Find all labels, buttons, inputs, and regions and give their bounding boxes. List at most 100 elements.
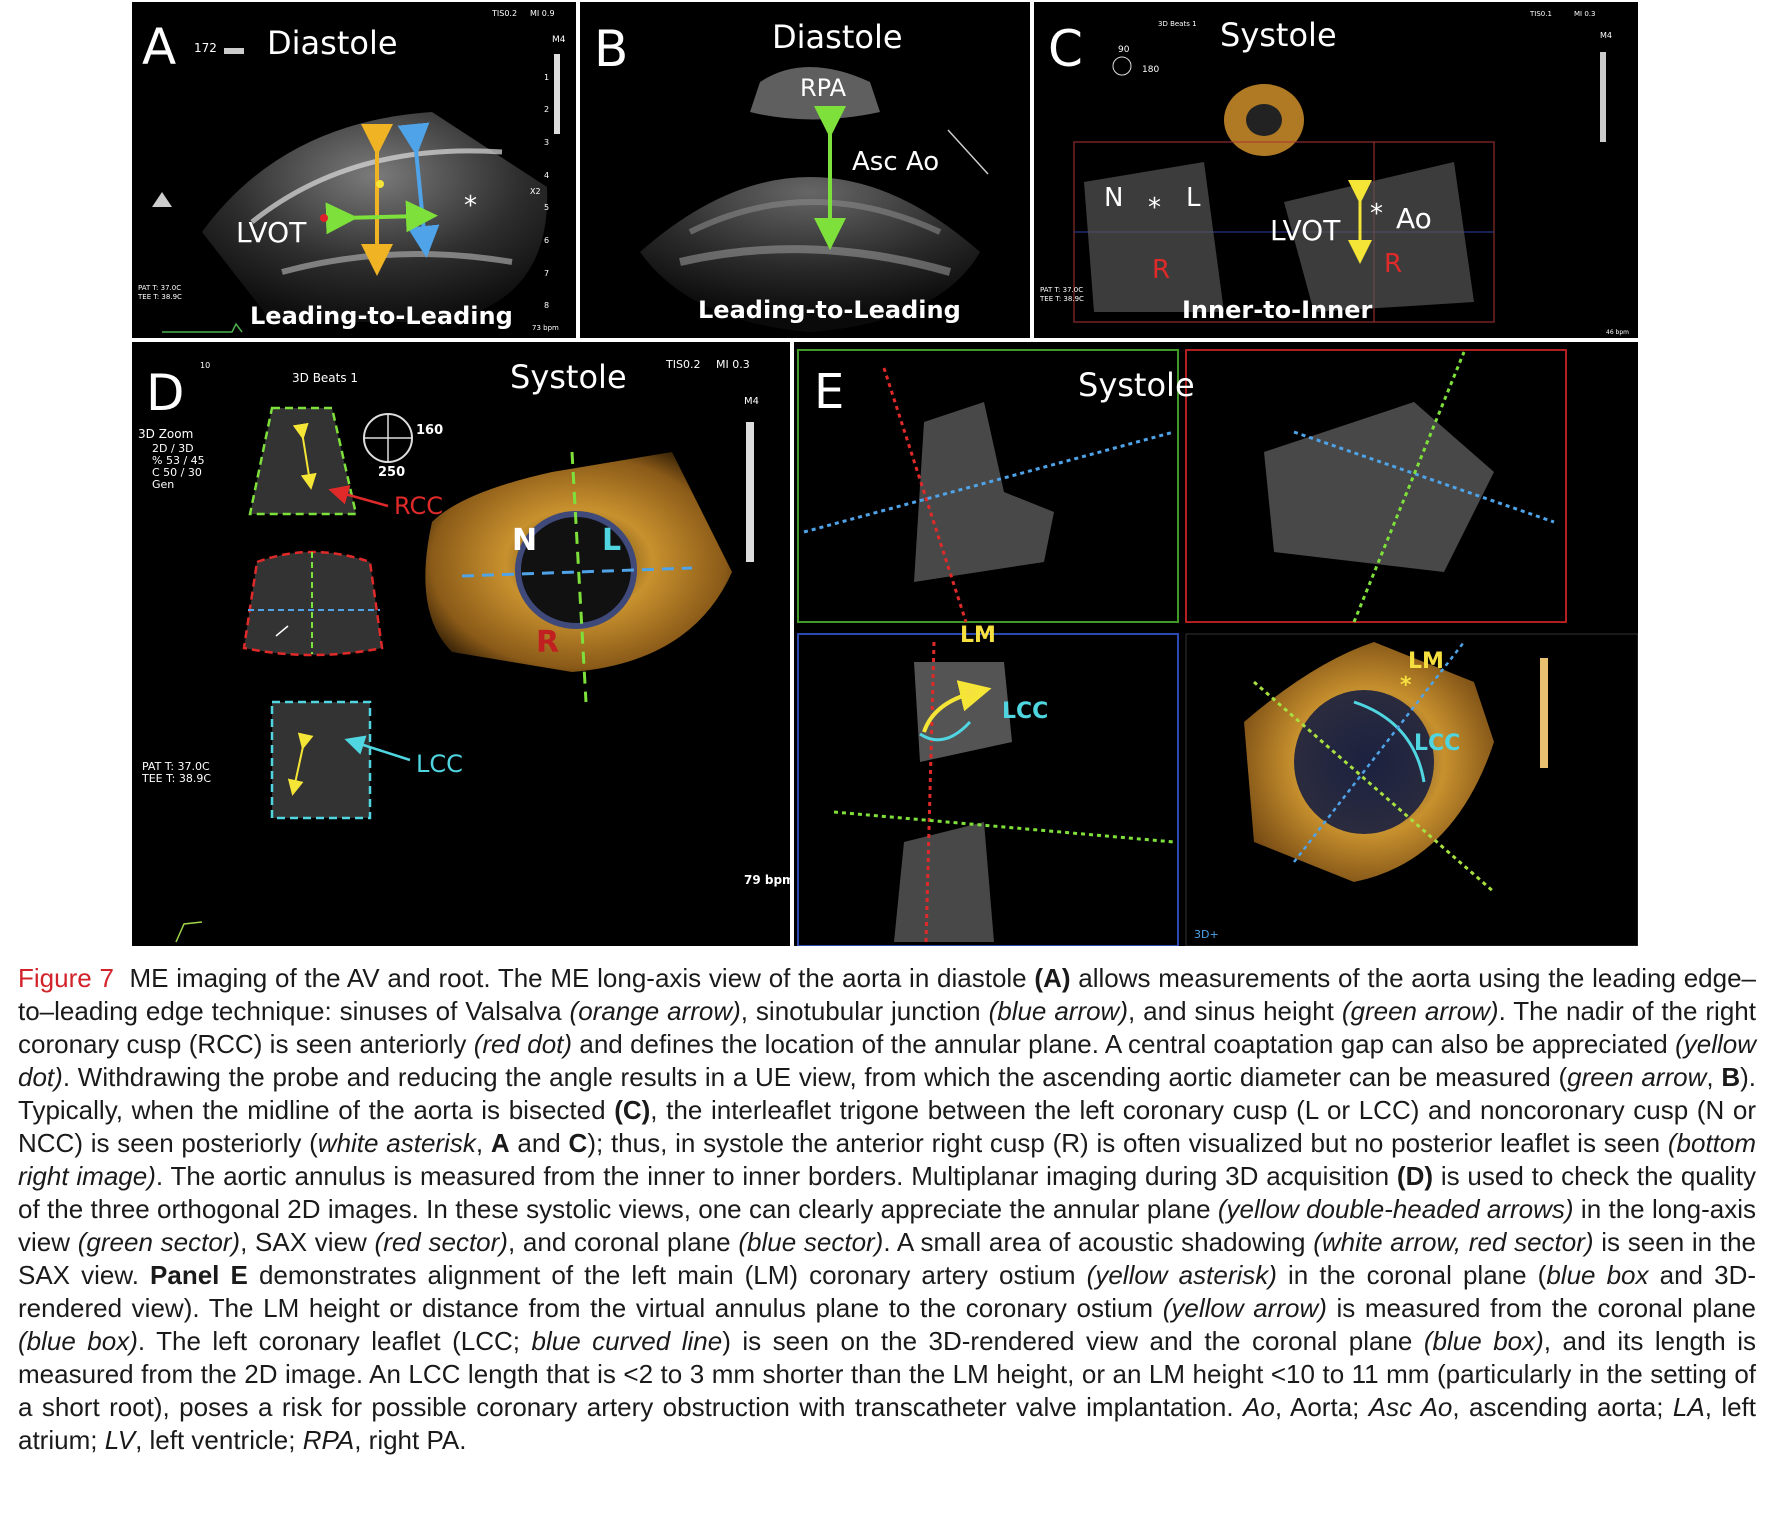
panel-b-graphic: B Diastole RPA Asc Ao Leading-to-Leading [594,18,989,332]
mi-value: MI 0.3 [716,358,750,371]
depth-scale: 1 2 3 4 5 6 7 8 [544,73,549,310]
tis-value: TIS0.2 [491,9,517,18]
panel-label: 5 [544,203,549,212]
tee-temp: TEE T: 38.9C [137,293,182,301]
asterisk-2: * [1370,199,1383,229]
panel-label: 6 [544,236,549,245]
lcc-label: LCC [416,750,463,778]
phase-label: Diastole [267,24,398,62]
caption-text-run: (green arrow) [1341,996,1499,1026]
caption-text-run: . A small area of acoustic shadowing [883,1227,1314,1257]
caption-text-run: (bottom right image) [18,1128,1757,1191]
bpm: 79 bpm [744,873,792,887]
panel-e: E Systole LM * LCC LM * LCC 3D+ [792,340,1640,948]
tis-value: TIS0.2 [665,358,700,371]
beats: 3D Beats 1 [292,371,358,385]
caption-text-run: Ao [1243,1392,1275,1422]
caption-text-run: green arrow [1567,1062,1707,1092]
panel-label: 2 [544,105,549,114]
num-10: 10 [200,361,210,370]
l-label: L [1186,183,1201,213]
zoom-line-4: Gen [152,478,174,491]
caption-text-run: RPA [302,1425,355,1455]
lm-label-3d: LM [1408,649,1444,674]
3d-box [1185,633,1638,946]
caption-text-run: (yellow dot) [18,1029,1756,1092]
yellow-dot [376,180,384,188]
caption-text-run: , left atrium; [18,1392,1757,1455]
gray-scale-bar [1600,52,1606,142]
phase-label: Diastole [772,18,903,56]
caption-text-run: . The aortic annulus is measured from th… [155,1161,1397,1191]
bpm: 73 bpm [532,324,559,332]
caption-text-run: and defines the location of the annular … [572,1029,1676,1059]
caption-text-run: and [509,1128,569,1158]
caption-text-run: (yellow double-headed arrows) [1217,1194,1574,1224]
zoom-line-1: 2D / 3D [152,442,194,455]
angle-2: 250 [378,465,405,480]
red-dot [320,214,328,222]
pat-temp: PAT T: 37.0C [138,284,181,292]
m-value: M4 [552,35,566,45]
caption-text-run: ). Typically, when the midline of the ao… [18,1062,1757,1125]
panel-a: A 172 Diastole TIS0.2 MI 0.9 M4 1 2 3 4 … [130,0,578,340]
blue-curved-line [919,720,972,742]
caption-text-run: (yellow asterisk) [1086,1260,1277,1290]
rpa-label: RPA [800,74,847,102]
caption-text-run: is used to check the quality of the thre… [18,1161,1756,1224]
3d-tag: 3D+ [1194,928,1219,941]
green-sector [248,406,358,516]
caption-text-run: , and its length is measured from the 2D… [18,1326,1756,1422]
caption-text-run: , right PA. [354,1425,467,1455]
caption-text-run: A [490,1128,510,1158]
color-scale-bar [1540,658,1548,768]
green-arrow [325,200,438,235]
bpm: 46 bpm [1606,329,1629,336]
panel-e-graphic: E Systole LM * LCC LM * LCC 3D+ [797,349,1638,946]
caption-text-run: . Withdrawing the probe and reducing the… [62,1062,1568,1092]
ecg-trace [162,322,243,333]
panel-c: C 3D Beats 1 90 180 Systole TIS0.1 MI 0.… [1032,0,1640,340]
probe-angle: 172 [194,41,217,55]
caption-text-run: , and sinus height [1128,996,1342,1026]
lcc-label-3d: LCC [1414,731,1460,756]
caption-text-run: in the coronal plane ( [1276,1260,1547,1290]
lcc-arrow [344,735,411,762]
phase-label: Systole [1220,16,1337,54]
phase-label: Systole [510,358,627,396]
caption-text-run: ME imaging of the AV and root. The ME lo… [129,963,1035,993]
lvot-label: LVOT [1270,214,1341,247]
pat-temp: PAT T: 37.0C [142,760,210,773]
ao-label: Ao [1396,202,1432,235]
angle-top: 90 [1118,45,1130,55]
caption-text-run: demonstrates alignment of the left main … [247,1260,1087,1290]
caption-text-run: (red dot) [473,1029,573,1059]
r-label-1: R [1152,255,1170,285]
l-label: L [602,523,621,558]
yellow-arrow [922,680,992,733]
caption-text-run: (red sector) [374,1227,508,1257]
lcc-label-coronal: LCC [1002,699,1048,724]
caption-text-run: Asc Ao [1368,1392,1453,1422]
caption-text-run: (yellow arrow) [1162,1293,1327,1323]
lm-label-coronal: LM [960,623,996,648]
panel-c-graphic: C 3D Beats 1 90 180 Systole TIS0.1 MI 0.… [1039,10,1629,336]
caption-text-run: white asterisk [317,1128,476,1158]
technique-label: Leading-to-Leading [250,302,513,330]
caption-text-run: (blue sector) [738,1227,884,1257]
caption-text-run: (blue box) [1423,1326,1544,1356]
caption-text-run: , left ventricle; [135,1425,303,1455]
caption-text-run: , ascending aorta; [1452,1392,1673,1422]
mi-value: MI 0.3 [1574,10,1595,18]
caption-text-run: (A) [1034,963,1071,993]
gray-scale-bar [554,54,560,134]
caption-text-run: (blue arrow) [988,996,1128,1026]
panel-d: D 10 3D Beats 1 Systole TIS0.2 MI 0.3 M4… [130,340,792,948]
panel-letter: C [1048,20,1083,78]
n-label: N [512,523,537,558]
asc-ao-label: Asc Ao [852,147,939,177]
caption-text-run: LV [104,1425,136,1455]
caption-text-run: (orange arrow) [569,996,741,1026]
m-value: M4 [1600,31,1612,40]
r-label: R [536,625,559,660]
